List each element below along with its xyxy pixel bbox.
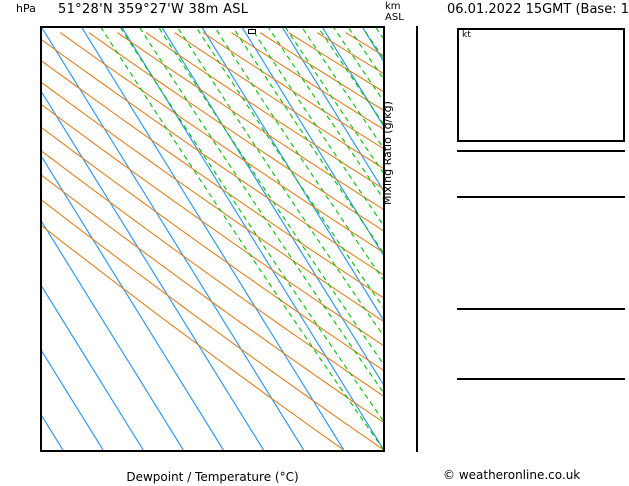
legend (248, 29, 256, 34)
mixing-ratio-axis-label: Mixing Ratio (g/kg) (381, 101, 394, 205)
hodograph-canvas (459, 30, 623, 140)
skewt-plot[interactable] (40, 26, 385, 452)
table-hodograph-stats (457, 378, 625, 380)
station-location-title: 51°28'N 359°27'W 38m ASL (58, 2, 249, 17)
table-surface (457, 196, 625, 198)
table-most-unstable (457, 308, 625, 310)
x-axis-title: Dewpoint / Temperature (°C) (126, 470, 299, 484)
km-label: km (385, 1, 401, 12)
asl-label: ASL (385, 12, 404, 23)
hodograph-plot[interactable] (457, 28, 625, 142)
hodograph-unit-label: kt (462, 30, 471, 40)
altitude-unit-label: km ASL (385, 1, 404, 23)
forecast-datetime: 06.01.2022 15GMT (Base: 12) (447, 2, 629, 17)
skewt-canvas (42, 28, 383, 450)
table-indices (457, 150, 625, 152)
pressure-unit-label: hPa (16, 2, 36, 15)
wind-barb-axis (416, 26, 418, 452)
copyright-footer: © weatheronline.co.uk (443, 468, 581, 482)
